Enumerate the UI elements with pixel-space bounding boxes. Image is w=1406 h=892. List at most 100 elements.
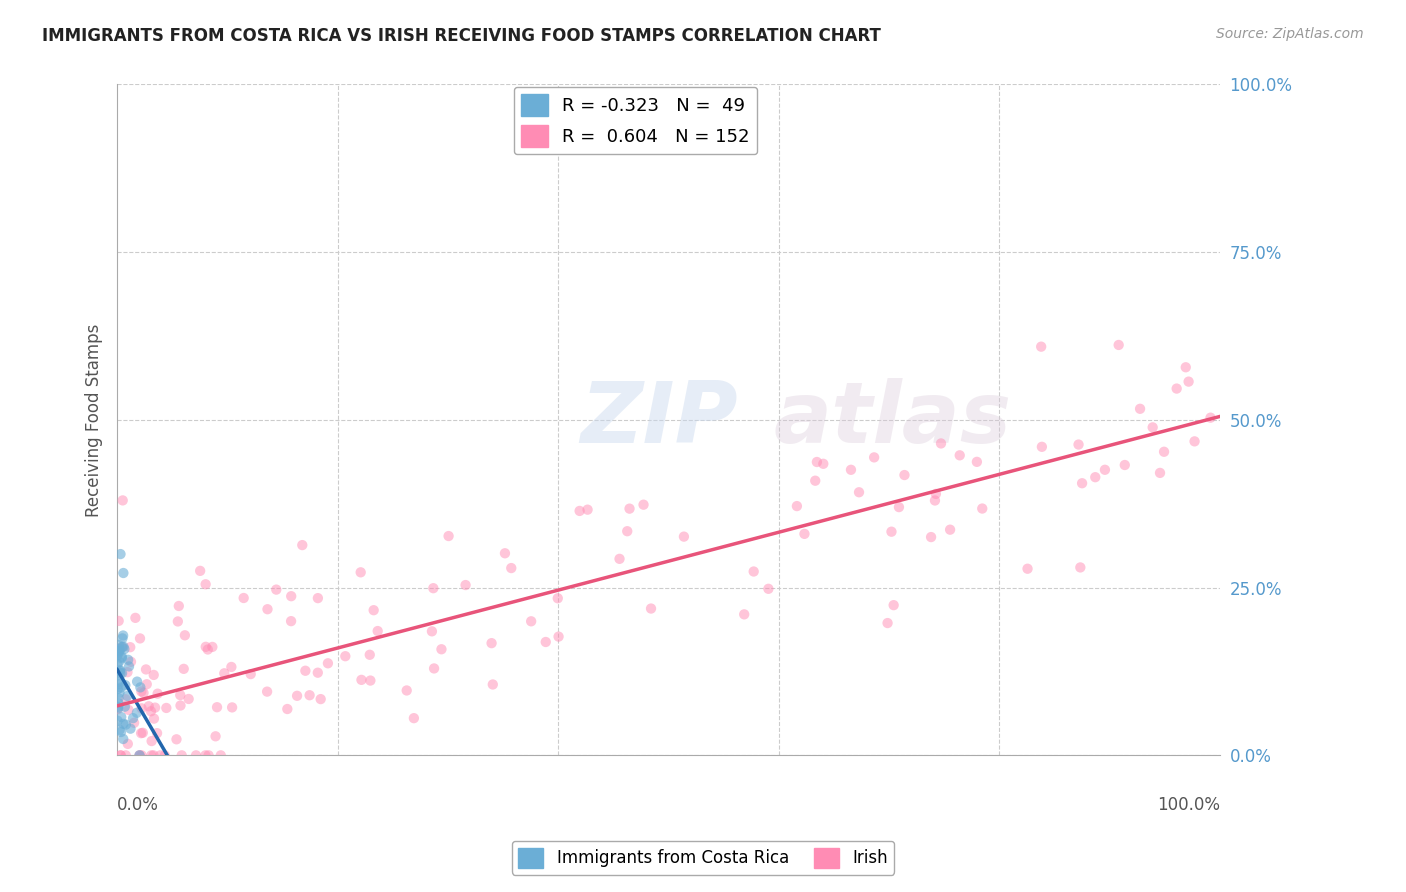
Point [423,661,446,675]
Point [112,566,135,580]
Point [112,642,135,657]
Point [1084,470,1107,484]
Point [883,598,905,612]
Point [112,731,135,746]
Point [170,748,193,763]
Point [114,699,136,714]
Point [256,602,278,616]
Point [925,487,948,501]
Point [124,611,146,625]
Point [280,589,302,603]
Point [107,675,129,690]
Point [107,638,129,652]
Point [534,635,557,649]
Point [128,748,150,763]
Point [1142,420,1164,434]
Point [422,581,444,595]
Point [110,725,132,739]
Point [454,578,477,592]
Point [742,565,765,579]
Point [117,703,139,717]
Point [194,640,217,654]
Point [107,668,129,682]
Point [1129,401,1152,416]
Point [142,668,165,682]
Point [114,748,136,763]
Point [105,648,128,663]
Point [1199,410,1222,425]
Point [146,726,169,740]
Point [1071,476,1094,491]
Point [108,686,131,700]
Point [420,624,443,639]
Point [758,582,780,596]
Point [111,651,134,665]
Point [107,681,129,696]
Point [197,642,219,657]
Point [239,667,262,681]
Point [118,659,141,673]
Point [640,601,662,615]
Point [1114,458,1136,472]
Point [276,702,298,716]
Point [266,582,288,597]
Point [619,501,641,516]
Point [115,717,138,731]
Point [131,701,153,715]
Point [806,455,828,469]
Point [129,632,152,646]
Point [616,524,638,539]
Point [107,696,129,710]
Point [280,614,302,628]
Text: Source: ZipAtlas.com: Source: ZipAtlas.com [1216,27,1364,41]
Point [173,628,195,642]
Point [111,493,134,508]
Point [141,734,163,748]
Point [395,683,418,698]
Point [232,591,254,605]
Point [576,502,599,516]
Point [169,688,191,702]
Point [108,664,131,678]
Point [363,603,385,617]
Point [298,688,321,702]
Point [117,665,139,680]
Point [786,499,808,513]
Point [110,748,132,763]
Point [1017,562,1039,576]
Point [494,546,516,560]
Point [1166,382,1188,396]
Point [804,474,827,488]
Point [132,686,155,700]
Point [107,691,129,706]
Point [128,748,150,763]
Point [880,524,903,539]
Point [813,457,835,471]
Point [111,666,134,681]
Point [142,748,165,763]
Point [149,748,172,763]
Point [547,630,569,644]
Point [120,722,142,736]
Point [146,687,169,701]
Point [1184,434,1206,449]
Point [108,655,131,669]
Point [520,615,543,629]
Point [139,704,162,718]
Point [402,711,425,725]
Point [1067,437,1090,451]
Point [117,737,139,751]
Point [1108,338,1130,352]
Point [568,504,591,518]
Point [887,500,910,515]
Point [107,645,129,659]
Point [112,628,135,642]
Point [481,677,503,691]
Point [430,642,453,657]
Point [110,748,132,763]
Point [1094,463,1116,477]
Point [214,666,236,681]
Point [733,607,755,622]
Point [307,591,329,606]
Point [107,677,129,691]
